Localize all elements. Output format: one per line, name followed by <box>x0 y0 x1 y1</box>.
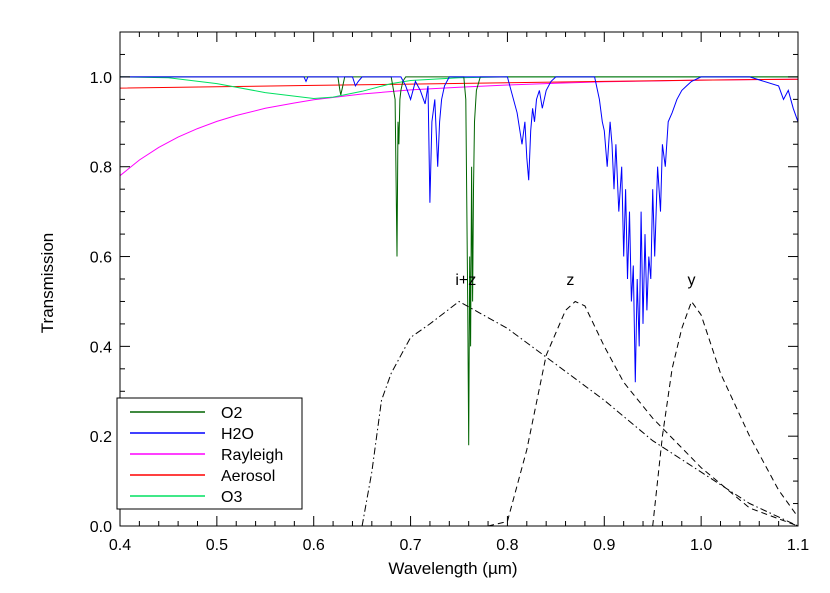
x-tick-label: 0.4 <box>109 537 131 554</box>
x-tick-label: 1.0 <box>690 537 712 554</box>
legend-label: Rayleigh <box>221 447 283 464</box>
y-tick-label: 1.0 <box>90 70 112 87</box>
series-line-rayleigh <box>119 78 799 177</box>
legend: O2 H2O Rayleigh Aerosol O3 <box>116 397 303 510</box>
filter-label: z <box>566 272 574 289</box>
annotation-layer: i+z z y <box>455 272 695 289</box>
x-tick-label: 0.8 <box>496 537 518 554</box>
x-tick-label: 0.9 <box>593 537 615 554</box>
x-tick-label: 0.6 <box>303 537 325 554</box>
series-line-o2 <box>120 76 798 446</box>
x-tick-label: 0.5 <box>206 537 228 554</box>
ticks-layer: 0.4 0.5 0.6 0.7 0.8 0.9 1.0 1.1 0.0 0.2 0.4 0.6 0.8 1… <box>90 32 809 554</box>
filter-label: y <box>687 272 695 289</box>
legend-label: Aerosol <box>221 468 275 485</box>
series-line-i-z <box>361 300 799 527</box>
y-tick-label: 0.4 <box>90 339 112 356</box>
y-tick-label: 0.0 <box>90 519 112 536</box>
legend-label: O2 <box>221 405 242 422</box>
series-layer <box>119 76 799 527</box>
x-tick-label: 1.1 <box>787 537 809 554</box>
y-tick-label: 0.2 <box>90 429 112 446</box>
series-line-z <box>487 300 799 527</box>
x-tick-label: 0.7 <box>399 537 421 554</box>
legend-label: H2O <box>221 426 254 443</box>
y-tick-label: 0.8 <box>90 160 112 177</box>
y-axis-label: Transmission <box>38 233 57 333</box>
filter-label: i+z <box>455 272 476 289</box>
legend-label: O3 <box>221 489 242 506</box>
y-tick-label: 0.6 <box>90 250 112 267</box>
series-line-h2o <box>120 76 799 383</box>
series-line-y <box>652 300 799 527</box>
series-line-o3 <box>119 76 798 100</box>
x-axis-label: Wavelength (µm) <box>388 559 517 578</box>
